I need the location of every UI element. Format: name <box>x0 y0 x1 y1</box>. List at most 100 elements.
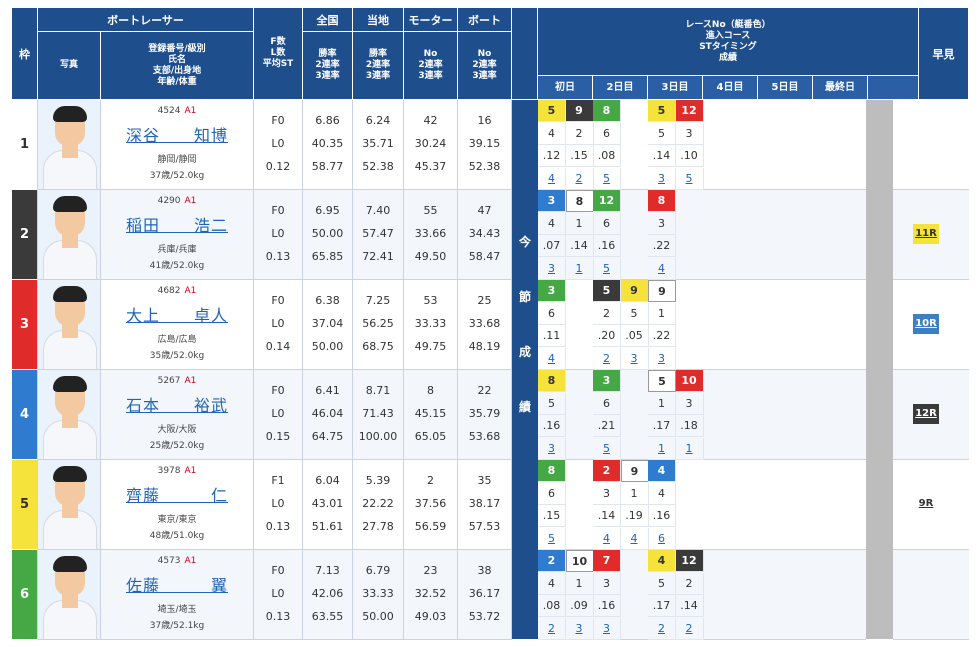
racer-photo[interactable] <box>38 370 101 460</box>
race-result-link[interactable]: 5 <box>593 437 621 460</box>
race-result[interactable]: 3 <box>630 351 638 365</box>
race-result-link[interactable]: 5 <box>593 167 621 190</box>
stat-value: 53.68 <box>468 430 501 443</box>
soken-cell <box>893 100 969 190</box>
race-result[interactable]: 3 <box>548 261 555 275</box>
race-result-link[interactable]: 2 <box>565 167 594 190</box>
race-result-link[interactable]: 4 <box>538 347 566 370</box>
racer-name-link[interactable]: 稲田 浩二 <box>125 216 228 235</box>
race-result[interactable]: 4 <box>603 531 610 545</box>
race-result-link[interactable]: 6 <box>648 527 676 550</box>
header-race-info: レースNo（艇番色） 進入コース STタイミング 成績 <box>538 8 919 76</box>
stat-mot: 42 30.24 45.37 <box>404 100 458 190</box>
race-result[interactable]: 1 <box>575 261 583 275</box>
race-result[interactable]: 3 <box>603 621 610 635</box>
stat-value: 33.68 <box>468 317 501 330</box>
race-result-link[interactable]: 2 <box>593 347 621 370</box>
soken-race-badge[interactable]: 12R <box>913 404 939 424</box>
race-result-link[interactable]: 5 <box>593 257 621 280</box>
race-cell: .09 <box>565 595 594 617</box>
race-result[interactable]: 5 <box>603 441 610 455</box>
touchi-sub-label: 3連率 <box>365 71 391 81</box>
race-result[interactable]: 5 <box>685 171 693 185</box>
racer-photo[interactable] <box>38 280 101 370</box>
race-result-link[interactable]: 3 <box>620 347 649 370</box>
registration-number: 5267 A1 <box>157 376 197 386</box>
stat-value: 65.05 <box>414 430 447 443</box>
race-result-link[interactable]: 2 <box>648 617 676 640</box>
race-result[interactable]: 1 <box>685 441 693 455</box>
race-result[interactable]: 4 <box>548 171 555 185</box>
race-result[interactable]: 2 <box>658 621 665 635</box>
stat-toc: 6.79 33.33 50.00 <box>353 550 404 640</box>
race-result[interactable]: 2 <box>575 171 583 185</box>
stat-value: 5.39 <box>365 474 391 487</box>
race-result[interactable]: 5 <box>603 261 610 275</box>
stat-value: F0 <box>271 204 285 217</box>
race-cell: .19 <box>620 505 649 527</box>
race-result[interactable]: 3 <box>575 621 583 635</box>
stat-value: F1 <box>271 474 285 487</box>
race-result-link[interactable]: 4 <box>593 527 621 550</box>
racer-name-link[interactable]: 齊藤 仁 <box>125 486 228 505</box>
racer-name-link[interactable]: 石本 裕武 <box>125 396 228 415</box>
race-result-link[interactable]: 3 <box>538 437 566 460</box>
race-result-link[interactable]: 3 <box>648 167 676 190</box>
registration-number: 4524 A1 <box>157 106 197 116</box>
racer-class: A1 <box>184 376 197 386</box>
racer-name-link[interactable]: 佐藤 翼 <box>125 576 228 595</box>
race-cell: 3 <box>593 482 621 505</box>
soken-race-badge[interactable]: 11R <box>913 224 939 244</box>
race-result[interactable]: 4 <box>548 351 555 365</box>
racer-photo[interactable] <box>38 100 101 190</box>
racer-name-link[interactable]: 大上 卓人 <box>125 306 228 325</box>
race-result[interactable]: 6 <box>658 531 665 545</box>
race-result[interactable]: 2 <box>603 351 610 365</box>
race-result-link[interactable]: 3 <box>648 347 676 370</box>
soken-race-badge[interactable]: 9R <box>913 494 939 514</box>
race-result[interactable]: 5 <box>603 171 610 185</box>
race-result[interactable]: 5 <box>548 531 555 545</box>
race-result[interactable]: 3 <box>658 351 665 365</box>
race-cell: 2 <box>675 572 704 595</box>
racer-photo[interactable] <box>38 460 101 550</box>
race-result-link[interactable]: 3 <box>565 617 594 640</box>
race-result-link[interactable]: 4 <box>620 527 649 550</box>
stat-value: L0 <box>271 497 285 510</box>
race-result[interactable]: 2 <box>548 621 555 635</box>
stat-value: 52.38 <box>362 160 394 173</box>
stat-value: 49.75 <box>414 340 447 353</box>
fl-2: L数 <box>270 48 286 58</box>
race-result-link[interactable]: 1 <box>675 437 704 460</box>
race-result-link[interactable]: 5 <box>538 527 566 550</box>
racer-branch: 静岡/静岡 <box>157 155 197 165</box>
race-result-link[interactable]: 1 <box>565 257 594 280</box>
race-result-link[interactable]: 2 <box>675 617 704 640</box>
race-result-link[interactable]: 5 <box>675 167 704 190</box>
race-result[interactable]: 3 <box>548 441 555 455</box>
race-result-link[interactable]: 1 <box>648 437 676 460</box>
race-result[interactable]: 4 <box>630 531 638 545</box>
race-number: 9 <box>620 280 649 302</box>
race-cell: .16 <box>593 595 621 617</box>
race-result-link[interactable]: 3 <box>538 257 566 280</box>
racer-branch: 広島/広島 <box>157 335 197 345</box>
race-result-link[interactable]: 4 <box>538 167 566 190</box>
racer-photo[interactable] <box>38 550 101 640</box>
waku-number: 6 <box>12 550 38 640</box>
racer-photo[interactable] <box>38 190 101 280</box>
racer-name-link[interactable]: 深谷 知博 <box>125 126 228 145</box>
racer-sub-1: 登録番号/級別 <box>148 43 206 54</box>
race-result-link[interactable]: 4 <box>648 257 676 280</box>
soken-race-badge[interactable]: 10R <box>913 314 939 334</box>
stat-value: 68.75 <box>362 340 394 353</box>
header-zenkoku-sub: 勝率 2連率 3連率 <box>303 32 353 100</box>
race-result[interactable]: 2 <box>685 621 693 635</box>
race-result[interactable]: 4 <box>658 261 665 275</box>
racer-info: 4524 A1 深谷 知博 静岡/静岡 37歳/52.0kg <box>101 100 254 190</box>
race-result-link[interactable]: 3 <box>593 617 621 640</box>
race-result-link[interactable]: 2 <box>538 617 566 640</box>
race-cell: .16 <box>538 415 566 437</box>
race-result[interactable]: 1 <box>658 441 665 455</box>
race-result[interactable]: 3 <box>658 171 665 185</box>
